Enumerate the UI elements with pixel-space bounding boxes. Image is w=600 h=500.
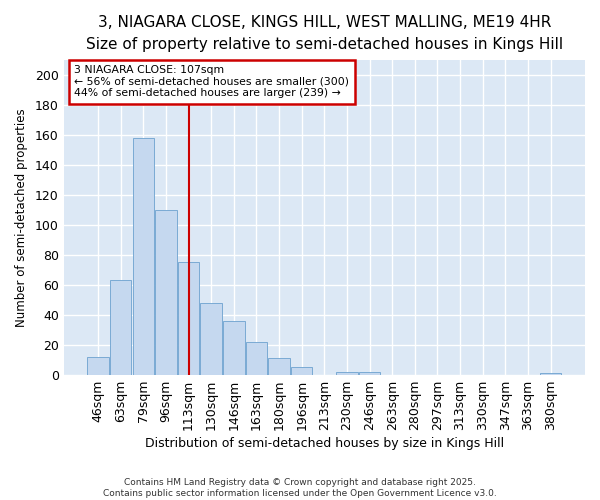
Text: 3 NIAGARA CLOSE: 107sqm
← 56% of semi-detached houses are smaller (300)
44% of s: 3 NIAGARA CLOSE: 107sqm ← 56% of semi-de… bbox=[74, 65, 349, 98]
Bar bbox=[155, 210, 177, 374]
Bar bbox=[336, 372, 358, 374]
Bar bbox=[223, 321, 245, 374]
Title: 3, NIAGARA CLOSE, KINGS HILL, WEST MALLING, ME19 4HR
Size of property relative t: 3, NIAGARA CLOSE, KINGS HILL, WEST MALLI… bbox=[86, 15, 563, 52]
X-axis label: Distribution of semi-detached houses by size in Kings Hill: Distribution of semi-detached houses by … bbox=[145, 437, 504, 450]
Text: Contains HM Land Registry data © Crown copyright and database right 2025.
Contai: Contains HM Land Registry data © Crown c… bbox=[103, 478, 497, 498]
Y-axis label: Number of semi-detached properties: Number of semi-detached properties bbox=[15, 108, 28, 327]
Bar bbox=[540, 373, 562, 374]
Bar bbox=[178, 262, 199, 374]
Bar bbox=[359, 372, 380, 374]
Bar bbox=[291, 367, 313, 374]
Bar bbox=[268, 358, 290, 374]
Bar bbox=[133, 138, 154, 374]
Bar bbox=[200, 303, 222, 374]
Bar bbox=[110, 280, 131, 374]
Bar bbox=[246, 342, 267, 374]
Bar bbox=[88, 356, 109, 374]
